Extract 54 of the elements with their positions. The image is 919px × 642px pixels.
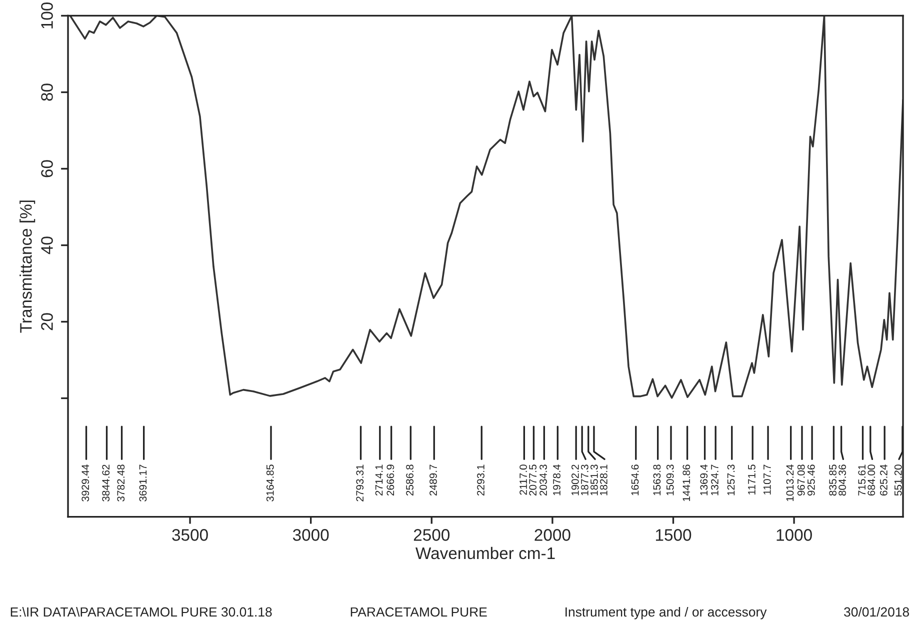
ref-line-label: 1107.7	[763, 464, 771, 494]
ref-line-label: 2117.0	[520, 464, 527, 495]
y-tick-label: 40	[41, 236, 53, 254]
x-tick-label: 3500	[172, 529, 208, 541]
ref-line-label: 1877.3	[580, 464, 588, 496]
ref-line-label: 1171.5	[748, 464, 756, 494]
ref-line-label: 1013.24	[786, 464, 794, 502]
text: PARACETAMOL PURE	[350, 607, 487, 617]
y-tick-label: 100	[41, 2, 53, 28]
ref-line-label: 2293.1	[477, 464, 484, 496]
ref-line-label: 3782.48	[117, 464, 125, 502]
x-tick-label: 3000	[292, 529, 329, 541]
y-tick-label: 20	[41, 313, 53, 330]
x-tick-label: 1000	[776, 529, 812, 541]
ref-line-label: 3691.17	[139, 464, 147, 502]
ref-line-label: 2489.7	[430, 464, 437, 496]
ref-line-label: 1324.7	[711, 464, 718, 496]
text: 30/01/2018	[844, 606, 910, 617]
ref-line-label: 967.08	[797, 464, 805, 496]
ref-line-label: 1257.3	[727, 464, 735, 496]
ref-line-label: 1902.2	[571, 464, 579, 496]
ref-line-label: 3929.44	[82, 464, 90, 502]
ref-line-label: 2077.5	[529, 464, 537, 496]
x-tick-label: 2000	[534, 529, 570, 541]
ref-line-label: 2666.9	[386, 464, 394, 496]
y-axis-title: Transmittance [%]	[20, 200, 36, 333]
ref-line-label: 1509.3	[666, 464, 674, 496]
ref-line-label: 1851.3	[590, 464, 598, 496]
ref-line-label: 2034.3	[540, 464, 547, 496]
x-tick-label: 1500	[656, 529, 692, 541]
ref-line-label: 925.46	[807, 464, 815, 496]
ref-line-label: 804.36	[838, 464, 846, 496]
x-axis-title: Wavenumber cm-1	[416, 546, 555, 560]
ref-line-label: 2793.31	[356, 464, 364, 502]
ref-line-label: 3164.85	[266, 464, 274, 502]
ref-line-label: 625.24	[880, 464, 888, 496]
ref-line-label: 715.61	[858, 464, 866, 496]
ref-line-label: 1369.4	[700, 464, 708, 496]
ref-line-label: 2714.1	[375, 464, 383, 496]
x-tick-label: 2500	[414, 529, 450, 541]
ref-line-label: 1828.1	[600, 464, 608, 496]
y-tick-label: 80	[41, 84, 53, 101]
ref-line-label: 3844.62	[102, 464, 110, 502]
ref-line-label: 2586.8	[406, 464, 414, 496]
ref-line-label: 1654.6	[631, 464, 639, 496]
ref-line-label: 1563.8	[653, 464, 661, 496]
text: E:\IR DATA\PARACETAMOL PURE 30.01.18	[10, 606, 272, 617]
ref-line-label: 1978.4	[553, 464, 560, 496]
text: Instrument type and / or accessory	[566, 606, 767, 620]
ref-line-label: 684.00	[868, 464, 876, 496]
ref-line-label: 835.85	[829, 464, 836, 496]
ref-line-label: 1441.86	[682, 464, 690, 502]
ref-line-label: 551.20	[894, 464, 902, 496]
y-tick-label: 60	[41, 160, 53, 178]
